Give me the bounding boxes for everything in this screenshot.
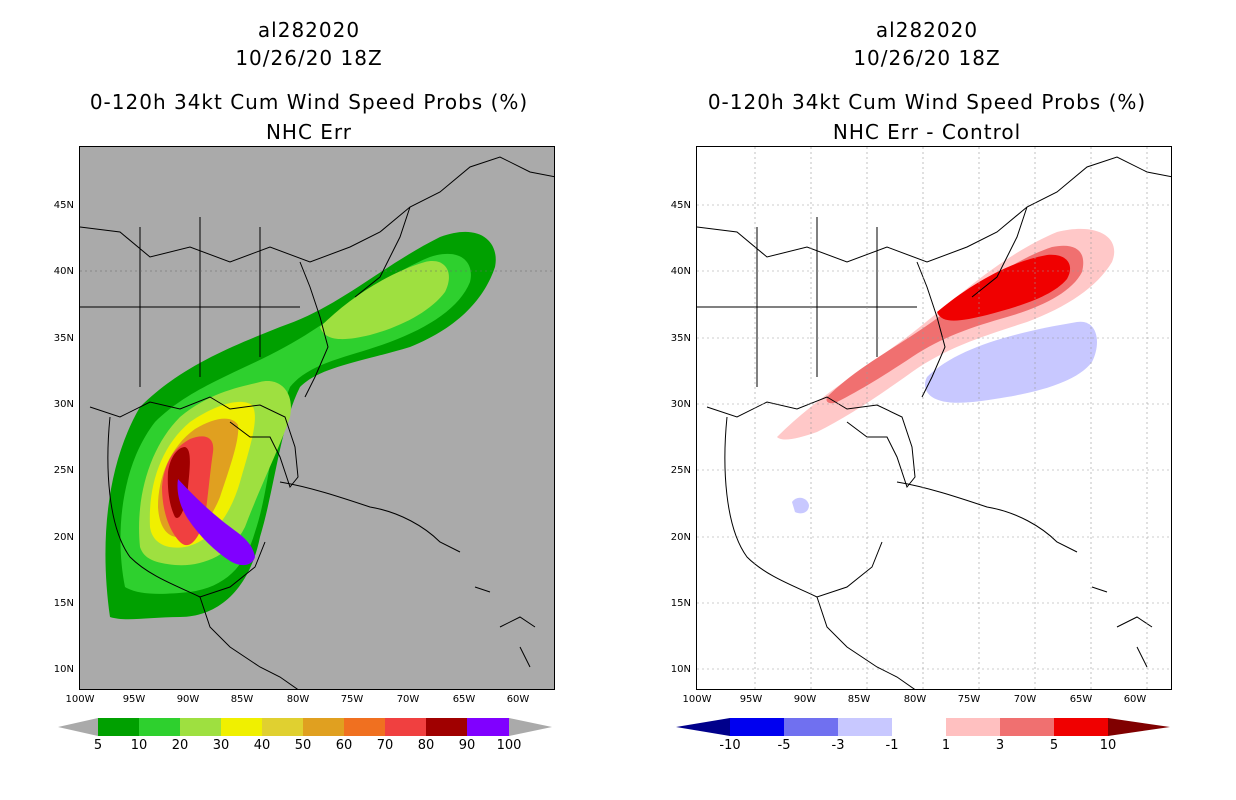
colorbar-high-arrow [509, 718, 552, 736]
colorbar-swatch [221, 718, 262, 736]
lon-label-70w: 70W [1013, 694, 1037, 705]
lat-label-30n: 30N [670, 399, 691, 410]
colorbar-swatch [467, 718, 509, 736]
datetime-title: 10/26/20 18Z [853, 46, 1001, 70]
colorbar-swatch [1000, 718, 1054, 736]
lat-label-25n: 25N [670, 465, 691, 476]
colorbar-label: -3 [831, 738, 845, 753]
coastlines [80, 156, 554, 689]
colorbar-swatch [946, 718, 1000, 736]
colorbar-label: 70 [376, 738, 394, 753]
diff-contour-plus5 [937, 254, 1071, 321]
datetime-title: 10/26/20 18Z [235, 46, 383, 70]
colorbar-swatch [262, 718, 303, 736]
lat-label-10n: 10N [670, 664, 691, 675]
lat-label-15n: 15N [53, 598, 74, 609]
lon-label-75w: 75W [340, 694, 364, 705]
colorbar-swatch [426, 718, 467, 736]
left-panel: al282020 10/26/20 18Z 0-120h 34kt Cum Wi… [53, 18, 555, 753]
lat-label-10n: 10N [53, 664, 74, 675]
colorbar-label: -10 [719, 738, 741, 753]
colorbar-label: 50 [294, 738, 312, 753]
lon-label-100w: 100W [65, 694, 95, 705]
lat-label-25n: 25N [53, 465, 74, 476]
subtitle: NHC Err - Control [832, 120, 1022, 144]
colorbar-swatch [303, 718, 344, 736]
lon-label-70w: 70W [396, 694, 420, 705]
subtitle: NHC Err [265, 120, 353, 144]
prob-contour-90 [177, 479, 255, 566]
lat-label-15n: 15N [670, 598, 691, 609]
colorbar-low-arrow [676, 718, 730, 736]
lon-label-80w: 80W [286, 694, 310, 705]
colorbar [58, 718, 552, 736]
colorbar-label: 5 [1049, 738, 1059, 753]
product-title: 0-120h 34kt Cum Wind Speed Probs (%) [707, 90, 1147, 114]
lat-label-30n: 30N [53, 399, 74, 410]
prob-contour-20b [320, 261, 449, 340]
colorbar-label: 100 [496, 738, 522, 753]
colorbar-swatch [1054, 718, 1108, 736]
lon-label-100w: 100W [682, 694, 712, 705]
map-canvas [697, 147, 1171, 689]
lon-label-85w: 85W [847, 694, 871, 705]
colorbar-label: 10 [130, 738, 148, 753]
diff-contour-minus1 [924, 321, 1097, 403]
lon-label-95w: 95W [739, 694, 763, 705]
colorbar-swatch [385, 718, 426, 736]
colorbar-label: 3 [995, 738, 1005, 753]
lat-label-20n: 20N [670, 532, 691, 543]
colorbar-swatch [892, 718, 946, 736]
lon-label-85w: 85W [230, 694, 254, 705]
colorbar [676, 718, 1170, 736]
lat-label-40n: 40N [670, 266, 691, 277]
colorbar-swatch [139, 718, 180, 736]
lat-label-45n: 45N [670, 200, 691, 211]
lon-label-90w: 90W [176, 694, 200, 705]
lat-label-45n: 45N [53, 200, 74, 211]
lat-lon-grid [697, 147, 1171, 689]
storm-id-title: al282020 [875, 18, 979, 42]
colorbar-label: 20 [171, 738, 189, 753]
difference-map [696, 146, 1172, 690]
colorbar-label: -5 [777, 738, 791, 753]
colorbar-swatch [180, 718, 221, 736]
colorbar-label: 40 [253, 738, 271, 753]
colorbar-label: 60 [335, 738, 353, 753]
lon-label-65w: 65W [452, 694, 476, 705]
lon-label-95w: 95W [122, 694, 146, 705]
colorbar-swatch [98, 718, 139, 736]
colorbar-label: 80 [417, 738, 435, 753]
colorbar-swatch [784, 718, 838, 736]
colorbar-swatch [344, 718, 385, 736]
lon-label-80w: 80W [903, 694, 927, 705]
diff-contour-minus1b [792, 497, 809, 514]
lat-label-20n: 20N [53, 532, 74, 543]
colorbar-swatch [730, 718, 784, 736]
map-canvas [80, 156, 554, 689]
lat-label-35n: 35N [670, 333, 691, 344]
lon-label-75w: 75W [957, 694, 981, 705]
colorbar-label: 30 [212, 738, 230, 753]
right-panel: al282020 10/26/20 18Z 0-120h 34kt Cum Wi… [618, 0, 1236, 800]
lat-label-35n: 35N [53, 333, 74, 344]
lon-label-65w: 65W [1069, 694, 1093, 705]
storm-id-title: al282020 [257, 18, 361, 42]
colorbar-label: 10 [1099, 738, 1117, 753]
lon-label-90w: 90W [793, 694, 817, 705]
lat-label-40n: 40N [53, 266, 74, 277]
colorbar-swatch [838, 718, 892, 736]
colorbar-label: -1 [885, 738, 899, 753]
colorbar-low-arrow [58, 718, 98, 736]
probability-map [79, 146, 555, 690]
product-title: 0-120h 34kt Cum Wind Speed Probs (%) [89, 90, 529, 114]
colorbar-label: 1 [941, 738, 951, 753]
lon-label-60w: 60W [1123, 694, 1147, 705]
colorbar-high-arrow [1108, 718, 1170, 736]
colorbar-label: 5 [93, 738, 103, 753]
colorbar-label: 90 [458, 738, 476, 753]
lon-label-60w: 60W [506, 694, 530, 705]
